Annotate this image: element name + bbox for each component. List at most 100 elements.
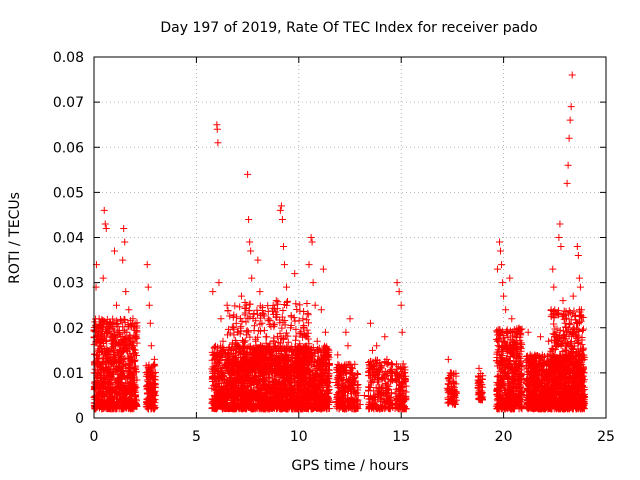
data-point-dense [284,297,292,305]
x-tick-label: 10 [290,429,308,445]
data-point-dense [303,299,311,307]
data-point-dense [113,370,121,378]
data-point-dense [127,323,135,331]
data-point-dense [110,400,118,408]
data-point-dense [129,402,137,410]
y-tick-label: 0.04 [53,231,84,247]
data-point-dense [231,302,239,310]
data-point-dense [102,358,110,366]
data-point-dense [96,320,104,328]
data-point-dense [97,397,105,405]
data-point-dense [132,362,140,370]
data-point-dense [133,368,141,376]
data-point-dense [145,386,153,394]
data-point-dense [226,312,234,320]
data-point-dense [110,318,118,326]
data-point-dense [109,362,117,370]
data-point-dense [102,379,110,387]
data-point-dense [124,378,132,386]
data-point-dense [100,339,108,347]
data-point-dense [121,344,129,352]
data-point-dense [125,372,133,380]
data-point-dense [113,404,121,412]
data-point-dense [91,385,99,393]
data-point-dense [98,343,106,351]
data-point-dense [94,393,102,401]
y-tick-label: 0 [75,411,84,427]
data-point-dense [130,376,138,384]
data-point-dense [114,320,122,328]
data-point-dense [123,335,131,343]
data-point-dense [119,405,127,413]
data-point-dense [124,348,132,356]
y-tick-label: 0.06 [53,140,84,156]
chart-title: Day 197 of 2019, Rate Of TEC Index for r… [160,20,537,36]
data-point-dense [122,396,130,404]
data-point-dense [109,337,117,345]
data-point-dense [105,365,113,373]
data-point-dense [99,383,107,391]
data-point-dense [296,301,304,309]
y-tick-label: 0.03 [53,276,84,292]
data-point-dense [116,315,124,323]
data-point-dense [103,348,111,356]
data-point-dense [115,347,123,355]
data-point-dense [251,322,259,330]
data-point-dense [133,334,141,342]
data-point-dense [110,332,118,340]
data-point-dense [151,387,159,395]
data-point-dense [109,325,117,333]
data-point-dense [292,336,300,344]
data-point-dense [122,361,130,369]
data-point-dense [121,388,129,396]
data-point-dense [107,353,115,361]
data-point-dense [115,328,123,336]
data-point-dense [91,405,99,413]
data-point-dense [115,339,123,347]
data-point-dense [304,311,312,319]
x-tick-label: 0 [90,429,99,445]
data-point-dense [126,391,134,399]
y-tick-label: 0.07 [53,95,84,111]
data-point-dense [99,327,107,335]
data-point-dense [106,401,114,409]
data-point-dense [224,307,232,315]
data-point-dense [123,404,131,412]
data-point-dense [109,374,117,382]
data-point-dense [117,374,125,382]
y-tick-label: 0.01 [53,366,84,382]
data-point-dense [124,354,132,362]
data-point-dense [130,400,138,408]
data-point-dense [293,306,301,314]
data-point-dense [236,303,244,311]
data-point-dense [292,300,300,308]
data-point-dense [146,378,154,386]
data-point-dense [143,383,151,391]
data-point-dense [96,375,104,383]
data-point-dense [246,300,254,308]
data-point-dense [107,381,115,389]
data-point-dense [256,327,264,335]
data-point-dense [120,337,128,345]
data-point-dense [93,337,101,345]
data-point-dense [112,358,120,366]
data-point-dense [116,395,124,403]
data-point-dense [146,367,154,375]
data-point-dense [279,306,287,314]
data-point-dense [128,342,136,350]
data-point-dense [91,369,99,377]
data-point-dense [97,365,105,373]
data-point-dense [127,341,135,349]
data-point-dense [210,344,218,352]
data-point-dense [104,329,112,337]
y-axis-ticks: 00.010.020.030.040.050.060.070.08 [53,50,606,427]
data-point-dense [103,330,111,337]
x-tick-label: 25 [597,429,615,445]
data-points [90,71,588,413]
data-point-dense [126,405,134,413]
data-point-dense [98,380,106,388]
data-point-dense [101,391,109,399]
data-point-dense [117,333,125,341]
data-point-dense [120,392,128,400]
